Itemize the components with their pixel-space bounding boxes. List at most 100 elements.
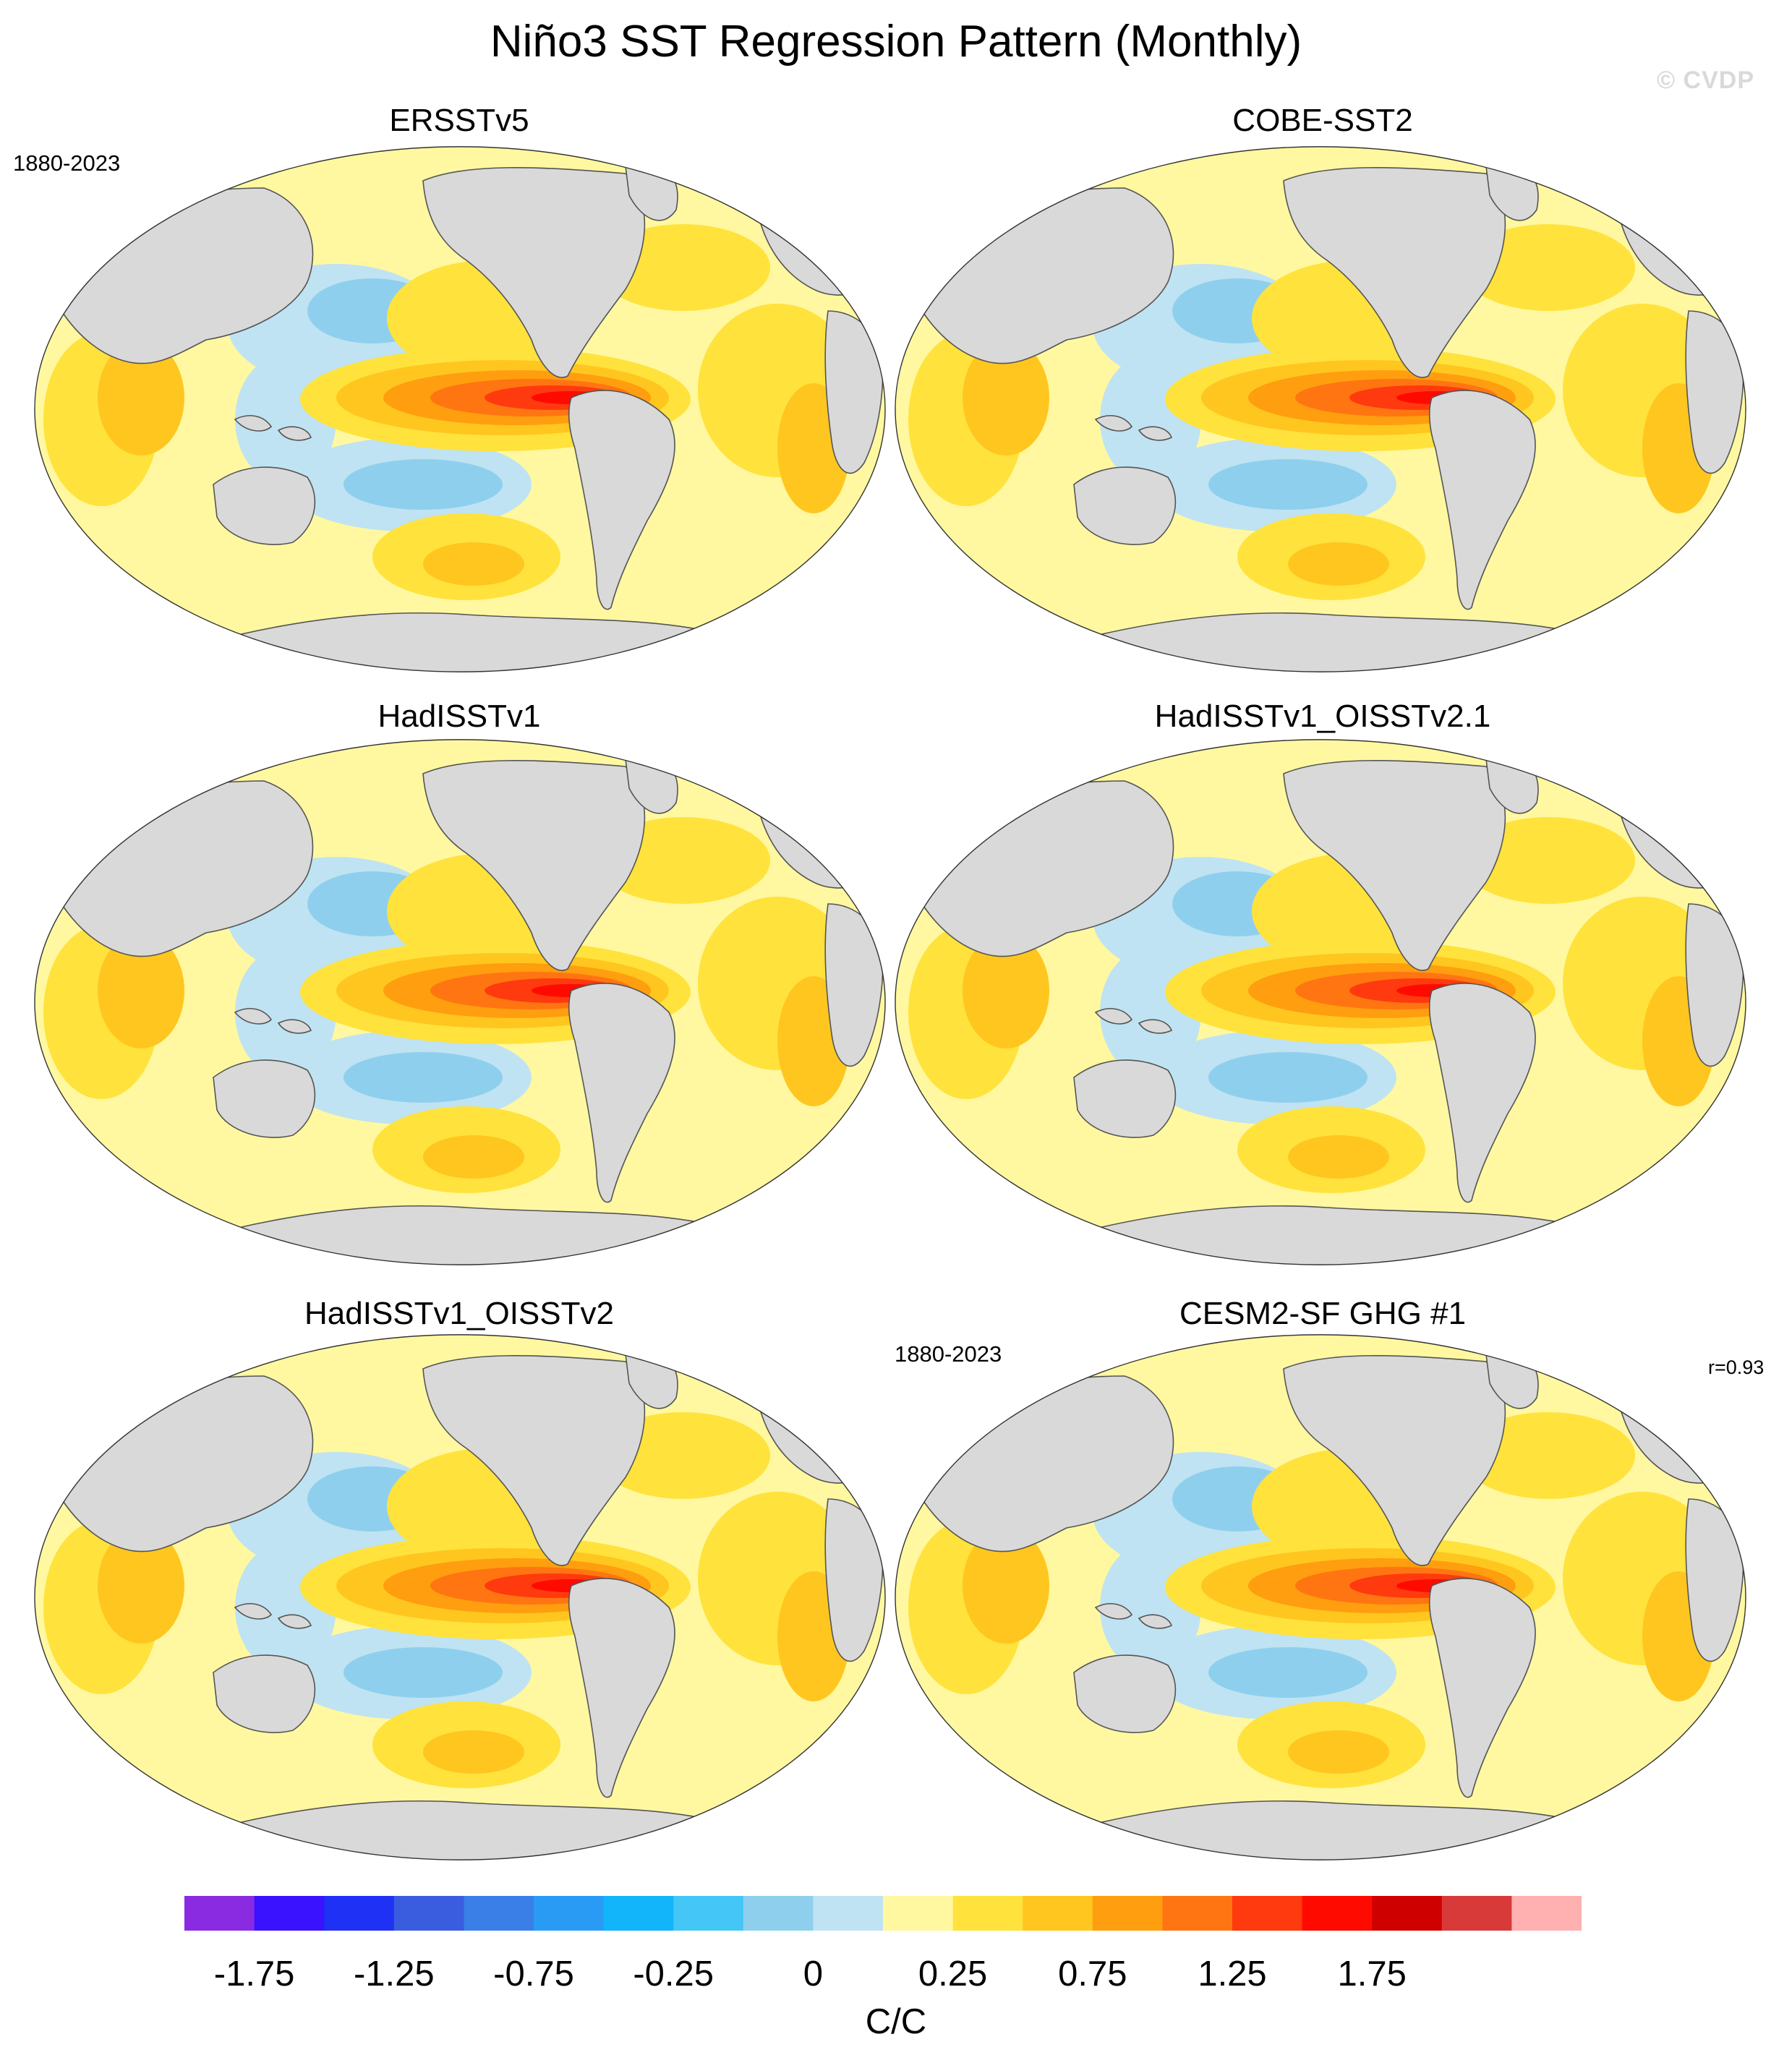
land-mass [422,1355,646,1566]
map-panel [34,1334,886,1860]
figure-title: Niño3 SST Regression Pattern (Monthly) [490,17,1302,67]
sst-field [34,739,886,1265]
sst-field [895,739,1746,1265]
colorbar-tick-label: -1.25 [353,1954,435,1994]
colorbar-swatch [464,1896,534,1931]
panel-title-cobe-sst2: COBE-SST2 [1232,103,1413,138]
map-border [34,146,886,672]
land-mass [234,1008,273,1025]
land-mass [213,1654,316,1733]
land-mass [1283,760,1506,971]
land-mass [1428,390,1536,610]
land-mass [1138,426,1173,441]
colorbar-swatch [743,1896,814,1931]
anomaly-contour [98,340,184,456]
land-mass [277,426,312,441]
colorbar-swatch [1511,1896,1582,1931]
colorbar-swatch [254,1896,325,1931]
land-mass [1094,1008,1133,1025]
anomaly-contour [98,933,184,1048]
colorbar-swatch [1232,1896,1303,1931]
land-mass [1428,983,1536,1203]
colorbar-tick-label: 0.75 [1058,1954,1127,1994]
map-panel [895,146,1746,672]
colorbar-swatch [952,1896,1023,1931]
anomaly-contour [1288,1135,1389,1179]
colorbar-swatch [1023,1896,1093,1931]
anomaly-contour [1288,1730,1389,1774]
land-mass [1073,1059,1177,1138]
land-mass [277,1614,312,1629]
colorbar-tick-label: 0 [803,1954,824,1994]
period-label-cesm2: 1880-2023 [895,1341,1002,1367]
map-border [895,146,1746,672]
land-mass [568,390,675,610]
anomaly-contour [1208,1647,1368,1698]
colorbar-tick-label: -0.25 [633,1954,714,1994]
map-panel [895,1334,1746,1860]
anomaly-contour [423,1135,524,1179]
land-mass [422,760,646,971]
anomaly-contour [98,1528,184,1644]
land-mass [1073,1654,1177,1733]
map-border [895,1334,1746,1860]
map-panel [34,739,886,1265]
land-mass [568,1578,675,1798]
panel-title-hadisstv1: HadISSTv1 [377,698,541,734]
land-mass [1138,1614,1173,1629]
colorbar-swatch [1092,1896,1163,1931]
sst-field [34,1334,886,1860]
colorbar [184,1896,1582,1931]
land-mass [568,983,675,1203]
anomaly-contour [1462,817,1635,904]
anomaly-contour [1288,542,1389,586]
sst-field [895,146,1746,672]
map-border [895,739,1746,1265]
colorbar-swatch [1441,1896,1512,1931]
land-mass [213,1059,316,1138]
land-mass [1138,1019,1173,1034]
anomaly-contour [1462,224,1635,311]
colorbar-tick-label: 0.25 [918,1954,988,1994]
colorbar-tick-label: 1.75 [1337,1954,1407,1994]
colorbar-swatch [184,1896,255,1931]
colorbar-tick-label: 1.25 [1198,1954,1267,1994]
colorbar-swatch [603,1896,674,1931]
land-mass [234,415,273,432]
colorbar-swatch [393,1896,464,1931]
anomaly-contour [963,933,1049,1048]
land-mass [422,167,646,378]
anomaly-contour [423,1730,524,1774]
map-border [34,739,886,1265]
land-mass [1283,1355,1506,1566]
colorbar-swatch [1372,1896,1443,1931]
anomaly-contour [963,1528,1049,1644]
map-panel [34,146,886,672]
cvdp-watermark: © CVDP [1657,67,1754,94]
land-mass [1283,167,1506,378]
pattern-correlation: r=0.93 [1708,1357,1765,1378]
colorbar-swatch [324,1896,395,1931]
panel-title-cesm2-sf-ghg: CESM2-SF GHG #1 [1179,1296,1467,1331]
land-mass [1094,415,1133,432]
land-mass [277,1019,312,1034]
panel-title-hadisstv1-oisstv21: HadISSTv1_OISSTv2.1 [1154,698,1491,734]
map-border [34,1334,886,1860]
colorbar-swatch [883,1896,954,1931]
land-mass [213,466,316,545]
colorbar-units: C/C [865,2002,927,2041]
map-panel [895,739,1746,1265]
sst-field [34,146,886,672]
anomaly-contour [344,459,503,510]
anomaly-contour [963,340,1049,456]
colorbar-swatch [534,1896,605,1931]
panel-title-hadisstv1-oisstv2: HadISSTv1_OISSTv2 [304,1296,614,1331]
anomaly-contour [344,1647,503,1698]
panel-title-ersstv5: ERSSTv5 [389,103,529,138]
colorbar-swatch [1302,1896,1373,1931]
colorbar-swatch [1162,1896,1233,1931]
anomaly-contour [1462,1412,1635,1499]
colorbar-tick-label: -1.75 [213,1954,295,1994]
land-mass [1094,1603,1133,1620]
land-mass [234,1603,273,1620]
